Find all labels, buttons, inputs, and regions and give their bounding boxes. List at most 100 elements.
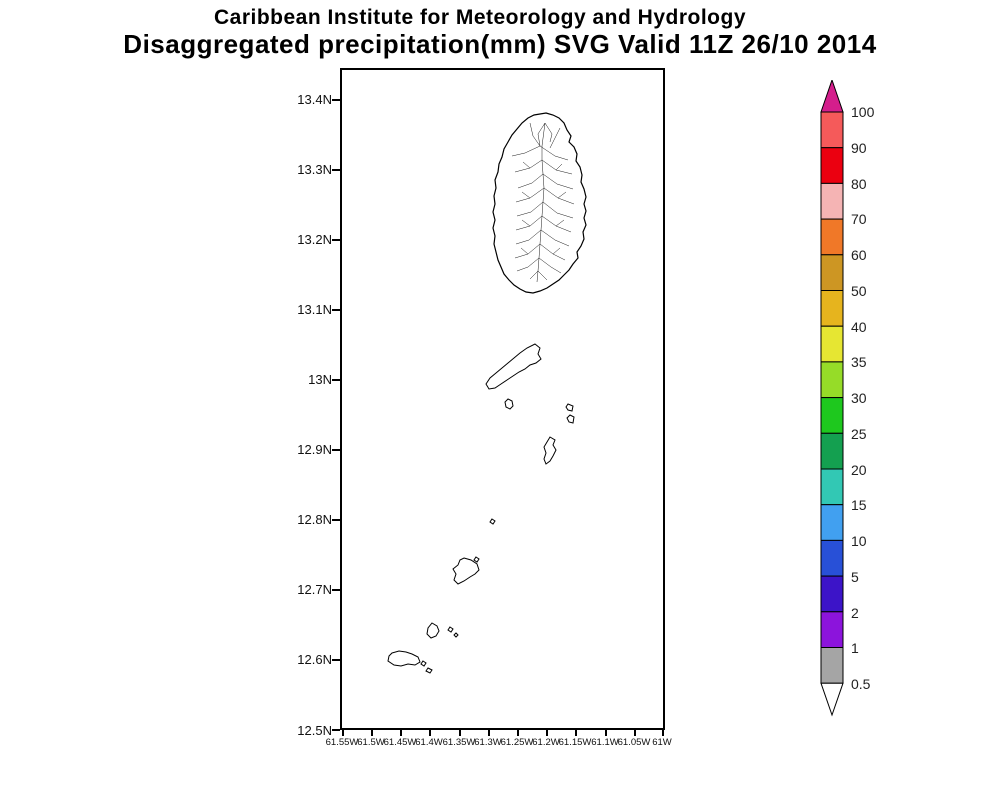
colorbar-segment [820,397,844,434]
lat-label: 12.6N [297,652,332,667]
lon-label: 61.2W [532,737,560,748]
lat-label: 13.3N [297,162,332,177]
lat-tick [332,659,340,661]
colorbar-tick-label: 20 [851,461,867,478]
colorbar-segment [820,254,844,292]
colorbar-tick-label: 25 [851,425,867,442]
lon-label: 61.1W [591,737,619,748]
lon-label: 61.55W [325,737,359,748]
lat-tick [332,449,340,451]
lat-tick [332,519,340,521]
colorbar-tick-label: 50 [851,282,867,299]
island-isle-a-quatre [504,398,514,410]
lon-label: 61.4W [415,737,443,748]
title-line-2: Disaggregated precipitation(mm) SVG Vali… [123,29,877,59]
lat-tick [332,309,340,311]
lon-label: 61.15W [558,737,592,748]
colorbar-tick-label: 2 [851,604,859,621]
colorbar-bottom-arrow [820,682,844,717]
colorbar-segment [820,111,844,149]
colorbar-tick-label: 100 [851,104,875,120]
colorbar-labels: 100 90 80 70 60 50 40 35 30 25 20 15 10 … [851,104,891,692]
lat-label: 13.1N [297,302,332,317]
island-mustique [543,436,557,465]
island-tobago-cays [447,626,454,633]
map-panel [340,68,665,730]
colorbar-tick-label: 60 [851,247,867,263]
lon-tick [605,730,607,736]
colorbar-tick-label: 70 [851,211,867,228]
lon-label: 61.25W [500,737,534,748]
lon-tick [400,730,402,736]
lon-tick [517,730,519,736]
lat-label: 12.5N [297,723,332,738]
lon-tick [488,730,490,736]
colorbar-segment [820,182,844,220]
colorbar-segment [820,468,844,506]
colorbar-tick-label: 90 [851,139,867,156]
island-battowia [565,403,574,412]
colorbar-segment [820,290,844,327]
lat-tick [332,379,340,381]
river-network [511,122,575,283]
lon-label: 61W [652,737,672,748]
lon-tick [429,730,431,736]
lat-tick [332,99,340,101]
lat-tick [332,589,340,591]
colorbar-tick-label: 30 [851,390,867,406]
lon-label: 61.35W [442,737,476,748]
lat-label: 13.2N [297,232,332,247]
colorbar-segment [820,361,844,399]
lat-label: 13N [308,372,332,387]
island-savan [489,518,496,525]
island-union [387,650,421,667]
lon-tick [342,730,344,736]
lon-tick [575,730,577,736]
island-palm [420,660,427,667]
island-petit-st-vincent [425,667,433,674]
colorbar-segment [820,575,844,613]
lon-tick [662,730,664,736]
map-svg [340,68,665,730]
lat-label: 12.7N [297,582,332,597]
colorbar-tick-label: 0.5 [851,676,871,692]
colorbar-segment [820,325,844,363]
colorbar-tick-label: 10 [851,533,867,549]
island-tobago-cays-2 [453,632,459,638]
lat-tick [332,729,340,731]
colorbar-segment [820,611,844,648]
lon-label: 61.3W [474,737,502,748]
colorbar [820,80,844,717]
lon-tick [459,730,461,736]
colorbar-tick-label: 40 [851,318,867,335]
colorbar-segment [820,647,844,684]
lon-label: 61.45W [383,737,417,748]
colorbar-segment [820,218,844,256]
colorbar-segment [820,539,844,577]
island-bequia [485,343,542,390]
lat-label: 12.9N [297,442,332,457]
colorbar-tick-label: 1 [851,640,859,657]
island-canouan [452,557,480,585]
island-mayreau [426,622,440,639]
island-st-vincent [492,112,587,294]
lon-label: 61.05W [617,737,651,748]
colorbar-top-arrow [820,80,844,113]
colorbar-tick-label: 15 [851,497,867,514]
lat-label: 13.4N [297,92,332,107]
lat-label: 12.8N [297,512,332,527]
colorbar-segment [820,432,844,470]
colorbar-tick-label: 35 [851,354,867,371]
colorbar-tick-label: 80 [851,175,867,192]
colorbar-tick-label: 5 [851,568,859,585]
lon-label: 61.5W [357,737,385,748]
colorbar-segment [820,504,844,541]
lon-tick [546,730,548,736]
island-canouan-islet [473,556,480,563]
map-frame [340,68,665,730]
lat-tick [332,169,340,171]
lon-tick [371,730,373,736]
colorbar-segment [820,147,844,184]
island-baliceaux [566,414,575,424]
